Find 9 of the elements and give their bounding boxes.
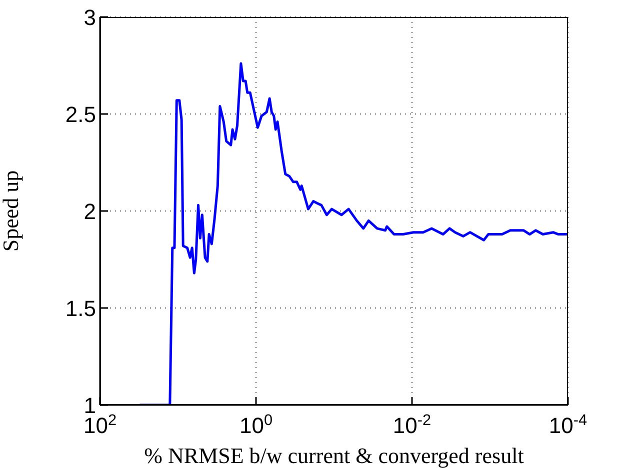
y-tick-label: 2 [84, 199, 96, 224]
y-axis-title: Speed up [0, 170, 23, 252]
x-axis-title: % NRMSE b/w current & converged result [144, 443, 524, 468]
y-tick-label: 3 [84, 5, 96, 30]
x-tick-label: 10$^{-4}$ [548, 412, 588, 438]
x-tick-label: 10$^{-2}$ [392, 412, 432, 438]
y-tick-label: 2.5 [65, 102, 96, 127]
y-tick-label: 1.5 [65, 296, 96, 321]
x-tick-label: 10$^{0}$ [239, 412, 273, 438]
